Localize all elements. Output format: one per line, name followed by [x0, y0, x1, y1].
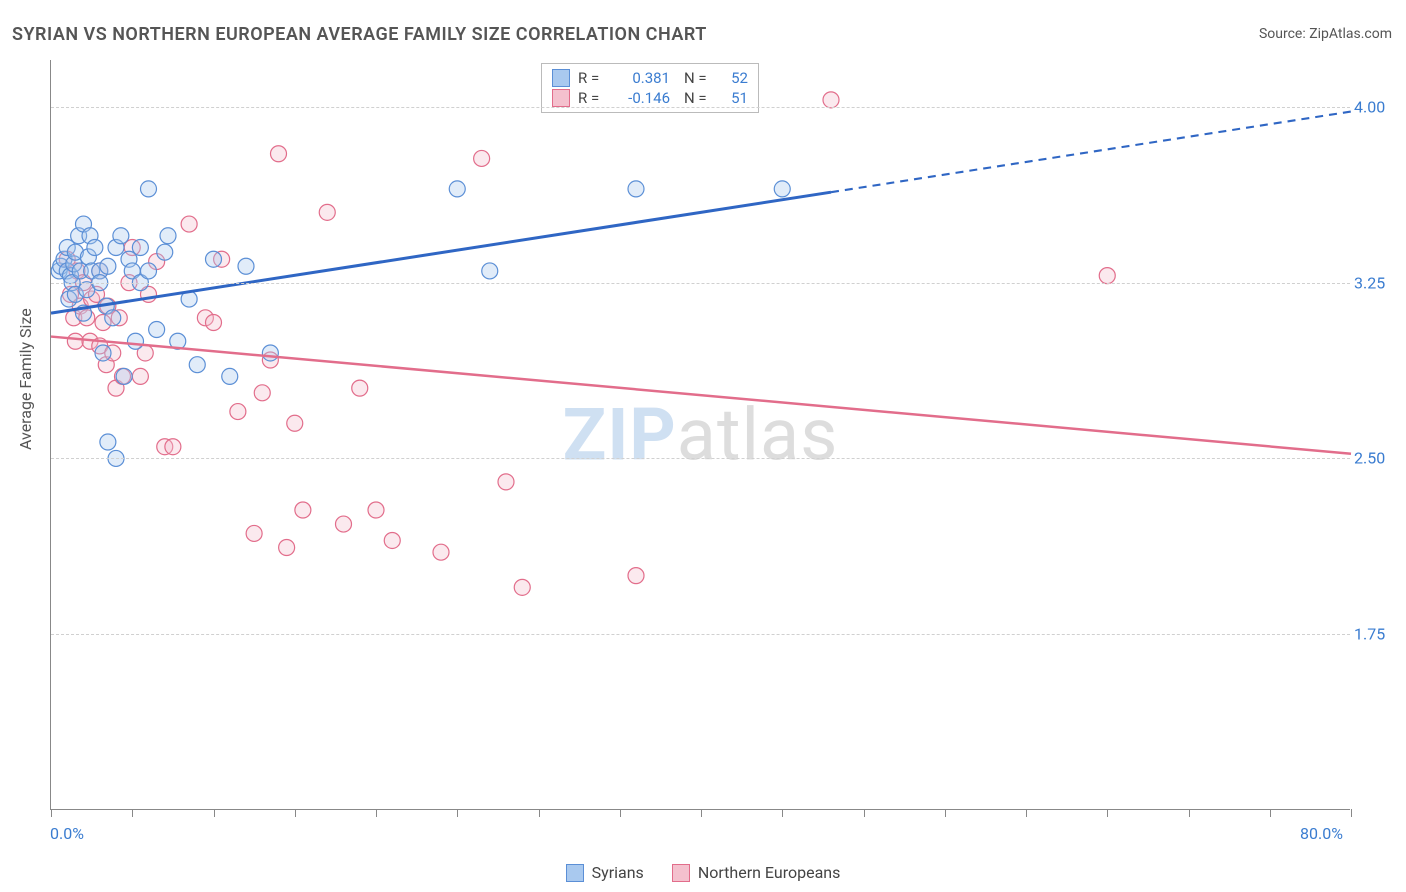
data-point-northern [246, 525, 262, 541]
legend-label-northern: Northern Europeans [698, 863, 841, 882]
data-point-syrians [774, 181, 790, 197]
gridline-h [51, 107, 1350, 108]
gridline-h [51, 458, 1350, 459]
data-point-syrians [206, 251, 222, 267]
data-point-syrians [132, 240, 148, 256]
x-tick [701, 809, 702, 817]
gridline-h [51, 634, 1350, 635]
data-point-syrians [100, 258, 116, 274]
x-tick [782, 809, 783, 817]
x-tick [214, 809, 215, 817]
data-point-northern [295, 502, 311, 518]
data-point-syrians [141, 181, 157, 197]
x-tick [1351, 809, 1352, 817]
data-point-northern [1099, 268, 1115, 284]
data-point-northern [181, 216, 197, 232]
y-tick-label: 1.75 [1354, 625, 1402, 644]
data-point-syrians [149, 322, 165, 338]
x-axis-max-label: 80.0% [1300, 824, 1343, 843]
data-point-syrians [95, 345, 111, 361]
data-point-syrians [141, 263, 157, 279]
trend-line [51, 337, 1351, 454]
data-point-northern [132, 368, 148, 384]
x-tick [864, 809, 865, 817]
x-tick [295, 809, 296, 817]
data-point-northern [165, 439, 181, 455]
data-point-syrians [189, 357, 205, 373]
chart-container: SYRIAN VS NORTHERN EUROPEAN AVERAGE FAMI… [0, 0, 1406, 892]
data-point-syrians [128, 333, 144, 349]
x-tick [945, 809, 946, 817]
data-point-syrians [105, 310, 121, 326]
data-point-northern [230, 404, 246, 420]
x-tick [376, 809, 377, 817]
data-point-northern [498, 474, 514, 490]
data-point-northern [271, 146, 287, 162]
x-tick [1026, 809, 1027, 817]
chart-title: SYRIAN VS NORTHERN EUROPEAN AVERAGE FAMI… [12, 24, 707, 45]
trend-line-dashed [831, 112, 1351, 193]
data-point-syrians [238, 258, 254, 274]
x-tick [1270, 809, 1271, 817]
data-point-northern [336, 516, 352, 532]
data-point-syrians [482, 263, 498, 279]
data-point-syrians [116, 368, 132, 384]
y-tick-label: 4.00 [1354, 97, 1402, 116]
x-tick [132, 809, 133, 817]
legend-swatch-syrians-icon [566, 864, 584, 882]
data-point-northern [287, 415, 303, 431]
data-point-northern [384, 532, 400, 548]
data-point-northern [319, 204, 335, 220]
data-point-syrians [113, 228, 129, 244]
data-point-syrians [87, 240, 103, 256]
data-point-northern [279, 540, 295, 556]
legend-item-syrians: Syrians [566, 863, 644, 882]
legend-item-northern: Northern Europeans [672, 863, 841, 882]
source-label: Source: [1259, 26, 1309, 42]
x-tick [1189, 809, 1190, 817]
x-tick [51, 809, 52, 817]
x-tick [620, 809, 621, 817]
gridline-h [51, 283, 1350, 284]
chart-svg [51, 60, 1350, 809]
legend-series: Syrians Northern Europeans [0, 863, 1406, 882]
data-point-syrians [222, 368, 238, 384]
source-name: ZipAtlas.com [1309, 26, 1392, 42]
legend-swatch-northern-icon [672, 864, 690, 882]
data-point-northern [352, 380, 368, 396]
data-point-northern [368, 502, 384, 518]
data-point-northern [433, 544, 449, 560]
data-point-syrians [157, 244, 173, 260]
data-point-syrians [160, 228, 176, 244]
x-axis-min-label: 0.0% [50, 824, 84, 843]
data-point-northern [67, 333, 83, 349]
data-point-syrians [628, 181, 644, 197]
data-point-northern [823, 92, 839, 108]
data-point-northern [474, 150, 490, 166]
data-point-northern [628, 568, 644, 584]
data-point-syrians [262, 345, 278, 361]
legend-label-syrians: Syrians [592, 863, 644, 882]
y-tick-label: 3.25 [1354, 273, 1402, 292]
data-point-syrians [449, 181, 465, 197]
source-attribution: Source: ZipAtlas.com [1259, 26, 1392, 42]
data-point-northern [254, 385, 270, 401]
x-tick [539, 809, 540, 817]
y-axis-label: Average Family Size [16, 308, 35, 450]
x-tick [1107, 809, 1108, 817]
data-point-northern [206, 315, 222, 331]
plot-area: ZIPatlas R = 0.381 N = 52 R = -0.146 N =… [50, 60, 1350, 810]
x-tick [457, 809, 458, 817]
y-tick-label: 2.50 [1354, 449, 1402, 468]
data-point-syrians [100, 434, 116, 450]
data-point-northern [514, 579, 530, 595]
